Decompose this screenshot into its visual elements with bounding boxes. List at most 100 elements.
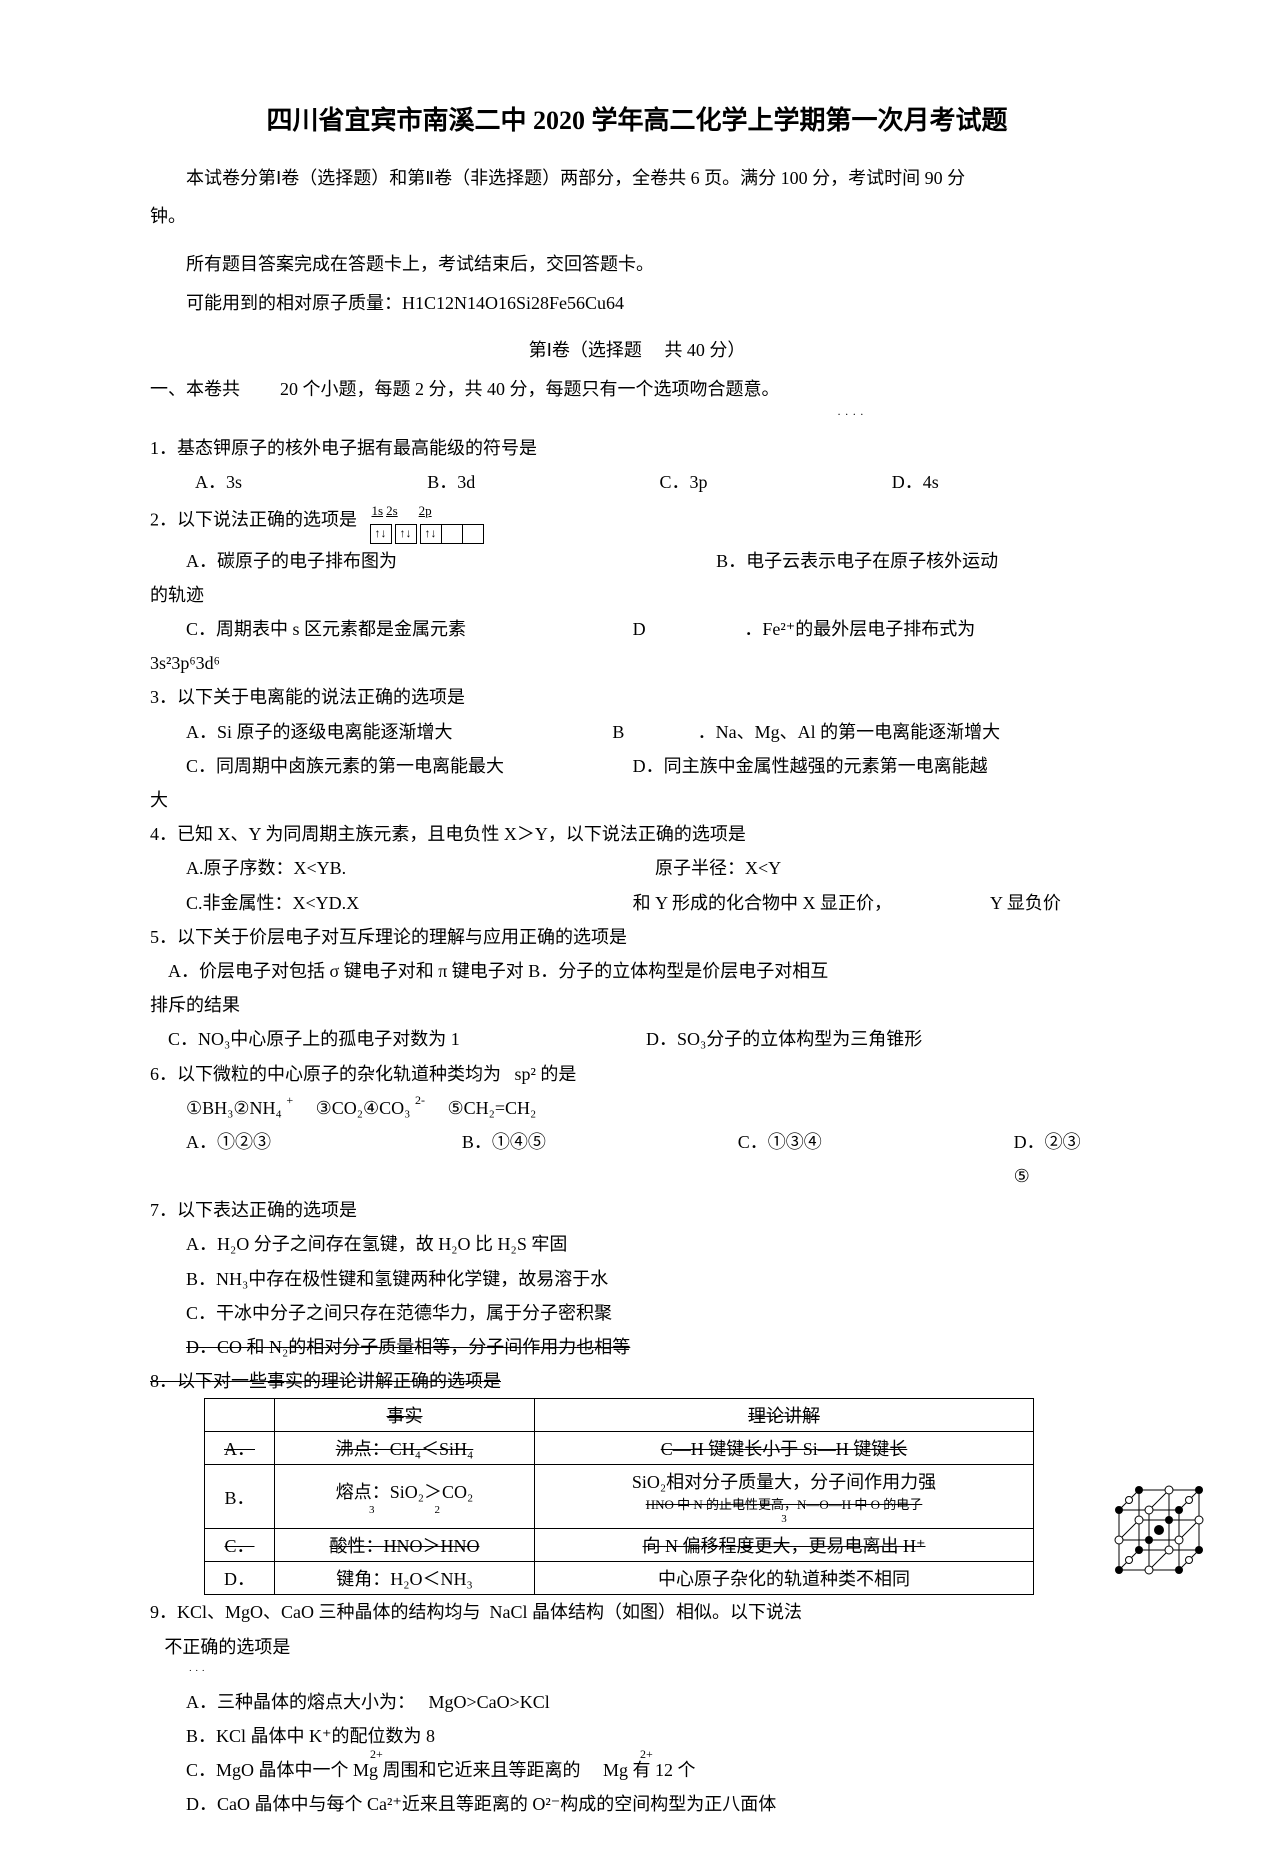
section-row-b: 20 个小题，每题 2 分，共 40 分，每题只有一个选项吻合题意。 [280,372,780,406]
q8-C-label: C． [224,1536,254,1556]
q6-stem-row: 6．以下微粒的中心原子的杂化轨道种类均为 sp² 的是 [150,1057,1124,1091]
q5-row-cd: C．NO₃中心原子上的孤电子对数为 1 D．SO₃分子的立体构型为三角锥形 [150,1022,1124,1056]
section-heading-right: 共 40 分） [664,340,745,360]
q5-C: C．NO₃中心原子上的孤电子对数为 1 [168,1022,646,1056]
q8-B-label: B． [224,1488,254,1508]
q9-C-row: C．MgO 晶体中一个 Mg 周围和它近来且等距离的 2+ Mg 有 12 个 … [150,1753,1124,1787]
q8-stem: 8．以下对一些事实的理论讲解正确的选项是 [150,1364,1124,1398]
q8-B-subline: HNO 中 N 的止电性更高，N—O—H 中 O 的电子 [543,1494,1025,1513]
q4-row-cd: C.非金属性：X<YD.X 和 Y 形成的化合物中 X 显正价， Y 显负价 [150,886,1124,920]
q6-tail: sp² 的是 [515,1057,577,1091]
q2-row-cd: C．周期表中 s 区元素都是金属元素 D ．Fe²⁺的最外层电子排布式为 [150,612,1124,646]
q9-lead: 9．KCl、MgO、CaO 三种晶体的结构均与 [150,1595,481,1629]
q1-stem: 1．基态钾原子的核外电子据有最高能级的符号是 [150,431,1124,465]
q3-row-cd: C．同周期中卤族元素的第一电离能最大 D．同主族中金属性越强的元素第一电离能越 [150,749,1124,783]
q5-A: A．价层电子对包括 σ 键电子对和 π 键电子对 B．分子的立体构型是价层电子对… [150,954,1124,988]
q3-C: C．同周期中卤族元素的第一电离能最大 [186,749,633,783]
orb-box-2p2 [441,524,463,544]
orb-label-2p: 2p [401,499,432,524]
q4-A: A.原子序数：X<YB. [186,851,655,885]
orb-box-2s: ↑↓ [395,524,417,544]
q4-row-ab: A.原子序数：X<YB. 原子半径：X<Y [150,851,1124,885]
q6-B: B．①④⑤ [462,1125,738,1193]
q7-A: A．H₂O 分子之间存在氢键，故 H₂O 比 H₂S 牢固 [150,1227,1124,1261]
q8-C-exp: 向 N 偏移程度更大，更易电离出 H⁺ [643,1536,926,1556]
q7-D: D．CO 和 N₂的相对分子质量相等，分子间作用力也相等 [150,1330,1124,1364]
q9-stem-row: 9．KCl、MgO、CaO 三种晶体的结构均与 NaCl 晶体结构（如图）相似。… [150,1595,1124,1629]
q8-D-label: D． [224,1569,255,1589]
q9-C-sup2: 2+ [640,1743,653,1766]
q9-C: C．MgO 晶体中一个 Mg 周围和它近来且等距离的 [186,1753,581,1787]
q6-D2: ⑤ [1014,1159,1124,1193]
q3-A: A．Si 原子的逐级电离能逐渐增大 [186,715,612,749]
q2-D-tail: 3s²3p⁶3d⁶ [150,646,1124,680]
q9-A: A．三种晶体的熔点大小为： [186,1685,415,1719]
q1-options: A．3s B．3d C．3p D．4s [150,465,1124,499]
q1-C: C．3p [660,465,892,499]
q5-D: D．SO₃分子的立体构型为三角锥形 [646,1022,1124,1056]
orb-label-1s: 1s [372,499,384,524]
q4-B: 原子半径：X<Y [655,851,1124,885]
section-row: 一、本卷共 20 个小题，每题 2 分，共 40 分，每题只有一个选项吻合题意。 [150,372,1124,406]
q2-stem-row: 2．以下说法正确的选项是 1s 2s 2p ↑↓ ↑↓ ↑↓ [150,499,1124,544]
q4-C: C.非金属性：X<YD.X [186,886,633,920]
q2-D-lead: D [633,612,745,646]
q8-B-exp: SiO₂相对分子质量大，分子间作用力强 [632,1472,936,1492]
q6-C: C．①③④ [738,1125,1014,1193]
q8-Bc-sub2: 2 [435,1504,441,1516]
q2-D-body: ．Fe²⁺的最外层电子排布式为 [744,612,1124,646]
q1-A: A．3s [195,465,427,499]
q3-D-tail: 大 [150,783,1124,817]
q9-A-row: A．三种晶体的熔点大小为： MgO>CaO>KCl [150,1685,1124,1719]
page-title: 四川省宜宾市南溪二中 2020 学年高二化学上学期第一次月考试题 [150,100,1124,137]
q8-A-fact: 沸点：CH₄＜SiH₄ [336,1439,474,1459]
q8-D-fact: 键角：H₂O＜NH₃ [336,1569,473,1589]
q6-sup1: + [286,1093,293,1107]
intro-line-3: 可能用到的相对原子质量：H1C12N14O16Si28Fe56Cu64 [150,286,1124,320]
orb-box-2p3 [462,524,484,544]
q2-C: C．周期表中 s 区元素都是金属元素 [186,612,633,646]
q4-D-pre: 和 Y 形成的化合物中 X 显正价， [633,886,990,920]
q7-C: C．干冰中分子之间只存在范德华力，属于分子密积聚 [150,1296,1124,1330]
section-heading-left: 第Ⅰ卷（选择题 [529,340,642,360]
q2-stem: 2．以下说法正确的选项是 [150,509,357,529]
q6-options: A．①②③ B．①④⑤ C．①③④ D．②③ ⑤ [150,1125,1124,1193]
q8-C-fact: 酸性：HNO＞HNO [330,1536,480,1556]
q5-stem: 5．以下关于价层电子对互斥理论的理解与应用正确的选项是 [150,920,1124,954]
q1-B: B．3d [427,465,659,499]
q9-dots: ˙ ˙ ˙ [150,1664,1124,1685]
q8-row-B: B． 熔点：SiO₂＞CO₂ 3 2 SiO₂相对分子质量大，分子间作用力强 H… [205,1465,1034,1529]
q8-D-exp: 中心原子杂化的轨道种类不相同 [658,1569,910,1589]
q9-tail: 不正确的选项是 [150,1630,1124,1664]
q8-row-A: A． 沸点：CH₄＜SiH₄ C—H 键键长小于 Si—H 键键长 [205,1432,1034,1465]
q4-D-post: Y 显负价 [990,886,1124,920]
q3-stem: 3．以下关于电离能的说法正确的选项是 [150,680,1124,714]
q9-C-sup1: 2+ [370,1743,383,1766]
orb-label-2s: 2s [386,499,398,524]
q5-A-tail: 排斥的结果 [150,988,1124,1022]
q8-head-empty [205,1399,275,1432]
q9-B: B．KCl 晶体中 K⁺的配位数为 8 [150,1719,1124,1753]
orb-box-2p1: ↑↓ [420,524,442,544]
q7-B: B．NH₃中存在极性键和氢键两种化学键，故易溶于水 [150,1262,1124,1296]
orbital-diagram: 1s 2s 2p ↑↓ ↑↓ ↑↓ [370,499,484,544]
q8-B-fact: 熔点：SiO₂＞CO₂ [336,1482,474,1502]
intro-line-1: 本试卷分第Ⅰ卷（选择题）和第Ⅱ卷（非选择题）两部分，全卷共 6 页。满分 100… [150,161,1124,195]
q8-A-exp: C—H 键键长小于 Si—H 键键长 [661,1439,908,1459]
orb-box-1s: ↑↓ [370,524,392,544]
intro-line-2: 所有题目答案完成在答题卡上，考试结束后，交回答题卡。 [150,247,1124,281]
q3-B-body: ．Na、Mg、Al 的第一电离能逐渐增大 [698,715,1124,749]
q6-lead: 6．以下微粒的中心原子的杂化轨道种类均为 [150,1057,501,1091]
q2-row-ab: A．碳原子的电子排布图为 B．电子云表示电子在原子核外运动 [150,544,1124,578]
q6-items-2: ③CO₂④CO₃ [316,1098,411,1118]
q6-sup2: 2- [415,1093,425,1107]
q4-stem: 4．已知 X、Y 为同周期主族元素，且电负性 X＞Y，以下说法正确的选项是 [150,817,1124,851]
q8-A-label: A． [224,1439,255,1459]
q6-items-row: ①BH₃②NH₄ + ③CO₂④CO₃ 2- ⑤CH₂=CH₂ [150,1091,1124,1125]
q3-B-lead: B [612,715,697,749]
section-heading: 第Ⅰ卷（选择题 共 40 分） [150,336,1124,362]
q3-D: D．同主族中金属性越强的元素第一电离能越 [633,749,1124,783]
section-row-a: 一、本卷共 [150,372,240,406]
q8-head-row: 事实 理论讲解 [205,1399,1034,1432]
nacl-crystal-figure [1104,1480,1214,1590]
